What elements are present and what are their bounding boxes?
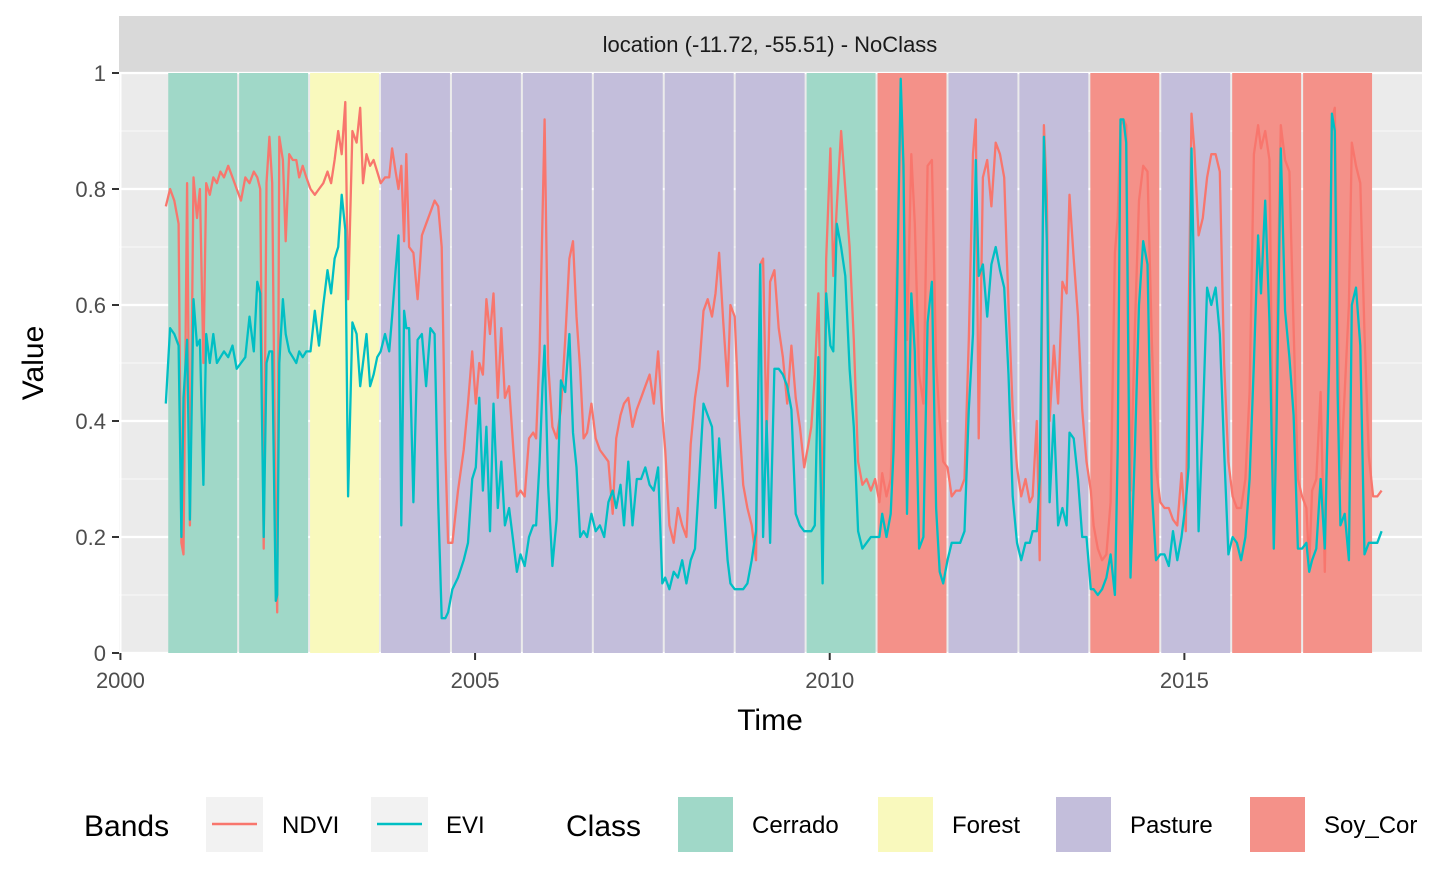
bands-legend: Bands NDVI EVI bbox=[84, 797, 485, 852]
series-lines bbox=[164, 77, 1383, 620]
class-band-pasture bbox=[593, 73, 663, 653]
x-tick-label: 2010 bbox=[805, 668, 854, 693]
facet-strip-title: location (-11.72, -55.51) - NoClass bbox=[603, 32, 938, 57]
legend-key-pasture bbox=[1056, 797, 1111, 852]
y-axis-title: Value bbox=[17, 326, 50, 401]
y-tick-label: 1 bbox=[94, 61, 106, 86]
bands-legend-title: Bands bbox=[84, 810, 169, 843]
legend-label-pasture: Pasture bbox=[1130, 812, 1213, 839]
class-band-cerrado bbox=[806, 73, 876, 653]
x-tick-label: 2000 bbox=[96, 668, 145, 693]
legend-label-forest: Forest bbox=[952, 812, 1020, 839]
class-band-pasture bbox=[451, 73, 521, 653]
legend-label-cerrado: Cerrado bbox=[752, 812, 839, 839]
legend-label-evi: EVI bbox=[446, 812, 485, 839]
x-axis-title: Time bbox=[737, 704, 803, 737]
facet-strip bbox=[119, 16, 1422, 73]
legend-key-cerrado bbox=[678, 797, 733, 852]
y-tick-label: 0.4 bbox=[75, 409, 106, 434]
y-axis: 0 0.2 0.4 0.6 0.8 1 bbox=[75, 61, 119, 666]
class-band-pasture bbox=[381, 73, 450, 653]
x-tick-label: 2005 bbox=[451, 668, 500, 693]
class-band-pasture bbox=[735, 73, 805, 653]
y-tick-label: 0.6 bbox=[75, 293, 106, 318]
x-tick-label: 2015 bbox=[1160, 668, 1209, 693]
legend-key-soy-corn bbox=[1250, 797, 1305, 852]
y-tick-label: 0.8 bbox=[75, 177, 106, 202]
class-band-pasture bbox=[948, 73, 1018, 653]
legend-label-soy-corn: Soy_Cor bbox=[1324, 812, 1417, 839]
x-axis: 2000 2005 2010 2015 bbox=[96, 653, 1209, 693]
class-legend-title: Class bbox=[566, 810, 641, 843]
class-legend: Class Cerrado Forest Pasture Soy_Cor bbox=[566, 797, 1417, 852]
y-tick-label: 0.2 bbox=[75, 525, 106, 550]
legend-key-forest bbox=[878, 797, 933, 852]
y-tick-label: 0 bbox=[94, 641, 106, 666]
legend-label-ndvi: NDVI bbox=[282, 812, 339, 839]
class-band-pasture bbox=[522, 73, 592, 653]
series-line-evi bbox=[164, 77, 1383, 620]
